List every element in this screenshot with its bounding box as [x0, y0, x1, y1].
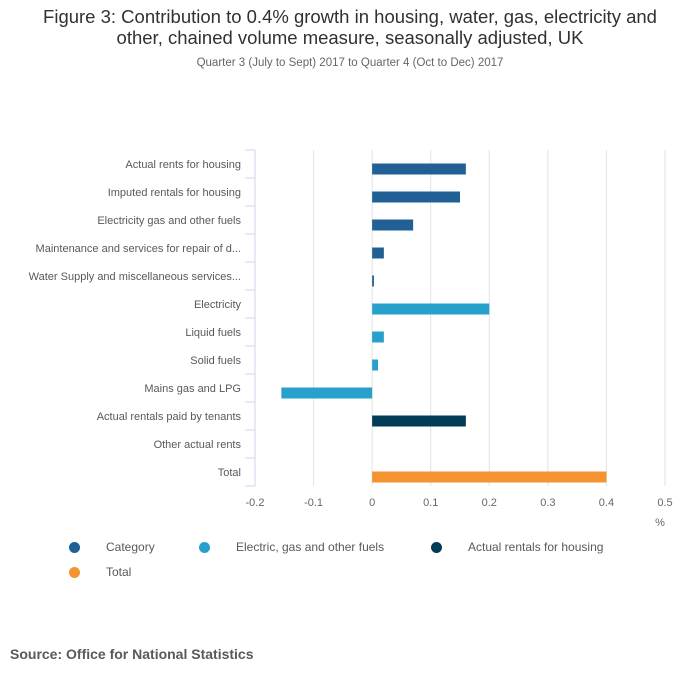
category-label: Electricity gas and other fuels [97, 215, 241, 227]
chart-title-line-2: other, chained volume measure, seasonall… [116, 27, 584, 48]
category-label: Mains gas and LPG [144, 383, 241, 395]
category-label: Solid fuels [190, 355, 241, 367]
category-label: Maintenance and services for repair of d… [36, 243, 241, 255]
x-axis-label: % [655, 517, 665, 529]
legend-label: Actual rentals for housing [468, 540, 604, 554]
legend-label: Total [106, 565, 132, 579]
bar[interactable] [372, 331, 384, 343]
bar[interactable] [372, 163, 466, 175]
legend-marker-icon [431, 541, 442, 553]
bar[interactable] [372, 191, 460, 203]
x-tick-label: -0.2 [246, 497, 265, 509]
gridlines [313, 150, 666, 486]
bar[interactable] [372, 275, 374, 287]
legend-marker-icon [69, 541, 80, 553]
category-label: Imputed rentals for housing [108, 187, 241, 199]
x-tick-label: -0.1 [304, 497, 323, 509]
x-tick-label: 0.3 [540, 497, 555, 509]
bar-chart: Actual rents for housing Imputed rentals … [29, 149, 673, 529]
legend-item-electric-gas-fuels[interactable]: Electric, gas and other fuels [199, 540, 384, 554]
x-tick-label: 0.4 [599, 497, 614, 509]
category-label: Actual rents for housing [125, 159, 241, 171]
x-tick-label: 0.5 [657, 497, 672, 509]
bar[interactable] [372, 219, 414, 231]
x-tick-label: 0.1 [423, 497, 438, 509]
legend-item-total[interactable]: Total [69, 565, 131, 579]
category-label: Total [218, 467, 241, 479]
bar[interactable] [372, 471, 607, 483]
bar[interactable] [372, 303, 490, 315]
category-label: Liquid fuels [185, 327, 241, 339]
category-label: Water Supply and miscellaneous services.… [29, 271, 241, 283]
category-label: Other actual rents [154, 439, 242, 451]
legend-label: Electric, gas and other fuels [236, 540, 385, 554]
x-tick-label: 0.2 [482, 497, 497, 509]
legend-label: Category [106, 540, 155, 554]
category-label: Electricity [194, 299, 242, 311]
bar[interactable] [281, 387, 373, 399]
legend-item-actual-rentals[interactable]: Actual rentals for housing [431, 540, 603, 554]
source-note: Source: Office for National Statistics [10, 646, 254, 662]
legend-marker-icon [69, 566, 80, 578]
bar[interactable] [372, 359, 378, 371]
x-tick-label: 0 [369, 497, 375, 509]
chart-subtitle: Quarter 3 (July to Sept) 2017 to Quarter… [196, 57, 504, 69]
legend-item-category[interactable]: Category [69, 540, 155, 554]
x-axis-ticks: -0.2 -0.1 0 0.1 0.2 0.3 0.4 0.5 [246, 497, 673, 509]
bar[interactable] [372, 247, 384, 259]
category-label: Actual rentals paid by tenants [97, 411, 242, 423]
chart-title-line-1: Figure 3: Contribution to 0.4% growth in… [43, 6, 657, 27]
y-axis: Actual rents for housing Imputed rentals … [29, 149, 256, 487]
legend-marker-icon [199, 541, 210, 553]
bar[interactable] [372, 415, 466, 427]
bars [281, 163, 607, 483]
chart-title: Figure 3: Contribution to 0.4% growth in… [0, 6, 700, 48]
